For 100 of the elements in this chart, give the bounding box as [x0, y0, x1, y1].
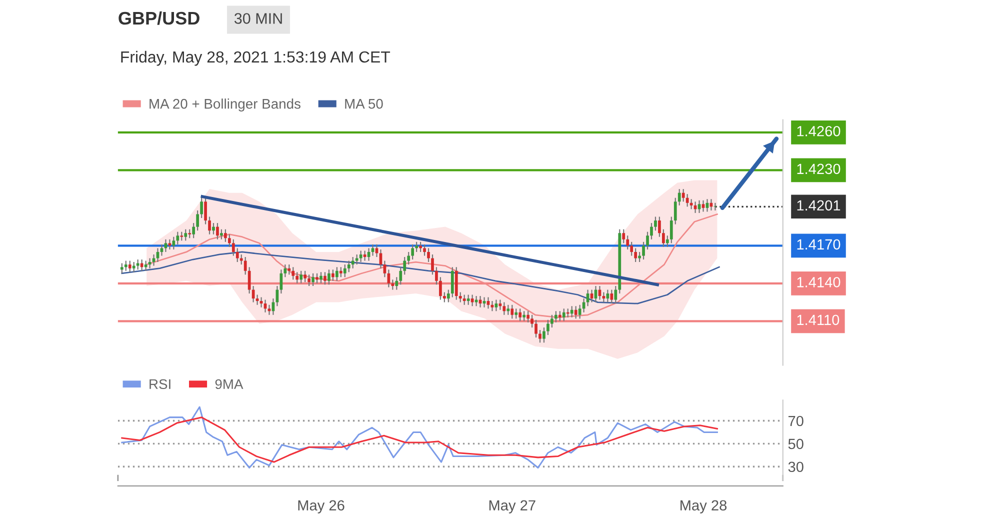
ref-line-label: 1.4230 [797, 164, 840, 174]
candlestick [614, 285, 618, 304]
candlestick [403, 256, 406, 276]
candlestick [343, 264, 346, 278]
candlestick [244, 256, 247, 276]
candlestick [328, 269, 330, 286]
candlestick [670, 216, 673, 244]
x-tick-label: May 28 [680, 500, 727, 514]
candlestick [136, 258, 140, 270]
candlestick [534, 319, 538, 338]
candlestick [411, 244, 414, 260]
x-tick-label: May 27 [489, 500, 536, 514]
candlestick [610, 289, 614, 304]
candlestick [172, 236, 176, 250]
line-series [121, 416, 718, 463]
candlestick [355, 254, 358, 266]
candlestick [415, 241, 418, 253]
candlestick [686, 194, 689, 208]
candlestick [284, 264, 287, 278]
candlestick [399, 266, 402, 286]
candlestick [192, 222, 196, 239]
candlestick [458, 292, 462, 303]
candlestick [236, 248, 239, 263]
candlestick [292, 266, 295, 280]
candlestick [558, 310, 562, 322]
candlestick [494, 299, 498, 312]
candlestick [662, 228, 665, 248]
candlestick [435, 266, 438, 286]
legend-label: MA 50 [345, 98, 383, 109]
candlestick [300, 270, 303, 284]
ref-line-label: 1.4170 [797, 239, 840, 250]
candlestick [431, 254, 434, 276]
candlestick [522, 310, 526, 322]
chart-subtitle: 30 MIN [234, 13, 282, 24]
candlestick [682, 188, 685, 202]
candlestick [666, 235, 669, 248]
candlestick [371, 244, 374, 256]
candlestick [184, 228, 188, 242]
candlestick [427, 248, 430, 263]
y-tick-label: 30 [788, 462, 804, 472]
candlestick [550, 314, 554, 328]
candlestick [498, 299, 502, 310]
candlestick [200, 196, 203, 219]
legend-label: RSI [150, 379, 170, 390]
candlestick [506, 304, 510, 316]
candlestick [196, 210, 199, 232]
candlestick [466, 294, 470, 306]
candlestick [316, 272, 318, 284]
candlestick [439, 276, 442, 300]
candlestick [630, 241, 634, 256]
candlestick [224, 228, 227, 242]
candlestick [419, 241, 422, 253]
candlestick [332, 269, 334, 282]
candlestick [296, 272, 299, 284]
candlestick [160, 244, 164, 256]
candlestick [634, 248, 637, 263]
candlestick [514, 308, 518, 320]
candlestick [204, 197, 207, 225]
candlestick [351, 256, 354, 269]
candlestick [407, 251, 410, 266]
candlestick [347, 260, 350, 273]
candlestick [288, 264, 291, 276]
candlestick [124, 260, 128, 272]
candlestick [554, 310, 558, 323]
candlestick [312, 272, 314, 286]
candlestick [510, 304, 514, 320]
candlestick [546, 319, 550, 336]
candlestick [678, 188, 681, 206]
candlestick [156, 248, 160, 263]
candlestick [562, 308, 566, 322]
candlestick [232, 238, 235, 256]
legend-label: MA 20 + Bollinger Bands [150, 98, 300, 112]
candlestick [538, 329, 542, 344]
candlestick [674, 197, 677, 225]
candlestick [308, 274, 310, 286]
candlestick [502, 302, 506, 316]
candlestick [335, 266, 338, 282]
candlestick [220, 228, 223, 240]
candlestick [646, 231, 649, 250]
candlestick [702, 200, 705, 212]
candlestick [638, 251, 641, 263]
candlestick [391, 279, 394, 290]
ref-line-label: 1.4201 [797, 200, 840, 211]
candlestick [304, 270, 307, 283]
candlestick [212, 222, 215, 235]
candlestick [443, 292, 446, 303]
candlestick [526, 310, 530, 323]
candlestick [486, 296, 490, 310]
candlestick [518, 308, 522, 322]
candlestick [240, 254, 243, 266]
candlestick [176, 231, 180, 245]
candlestick [128, 260, 132, 273]
ref-line-label: 1.4260 [797, 126, 840, 136]
candlestick [140, 258, 144, 272]
x-tick-label: May 26 [298, 500, 344, 514]
candlestick [359, 250, 362, 263]
candlestick [208, 216, 211, 235]
ref-line-label: 1.4140 [797, 277, 840, 288]
text: Friday, May 28, 2021 1:53:19 AM CET [121, 50, 390, 66]
y-tick-label: 50 [788, 438, 804, 450]
